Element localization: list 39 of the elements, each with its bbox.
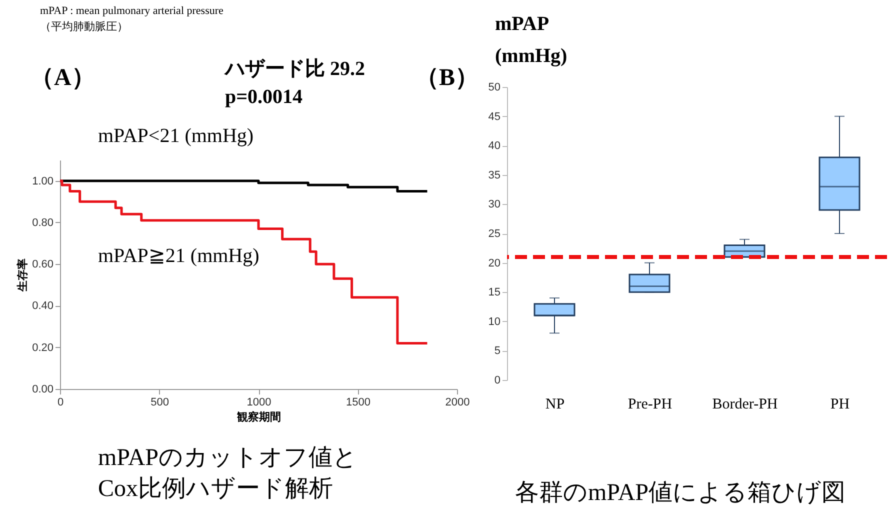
text: （平均肺動脈圧）: [40, 20, 128, 33]
y-tick-label: 20: [488, 257, 500, 270]
y-tick-label: 0.00: [32, 384, 54, 396]
y-tick-label: 5: [494, 345, 500, 358]
y-tick-label: 45: [488, 110, 500, 123]
y-tick-label: 35: [488, 169, 500, 182]
chart-title: （B）: [415, 65, 480, 91]
text: ハザード比 29.2: [223, 58, 365, 80]
y-tick-label: 0.60: [32, 258, 54, 271]
x-tick-label: 1000: [246, 396, 272, 408]
x-tick-label: 2000: [445, 396, 470, 408]
y-tick-label: 25: [488, 228, 500, 240]
x-axis-title: 観察期間: [236, 410, 281, 424]
x-tick-label: Pre-PH: [628, 396, 672, 412]
y-axis-title: 生存率: [16, 258, 30, 292]
text: p=0.0014: [225, 86, 303, 108]
text: 各群のmPAP値による箱ひげ図: [515, 480, 846, 506]
y-tick-label: 15: [488, 286, 500, 299]
y-tick-label: 50: [488, 82, 500, 94]
y-axis-title: mPAP (mmHg): [495, 13, 568, 67]
x-tick-label: 1500: [346, 396, 370, 408]
y-tick-label: 0.80: [32, 216, 54, 229]
chart-title: （A）: [30, 65, 96, 91]
x-tick-label: Border-PH: [712, 396, 778, 412]
text: mPAPのカットオフ値と Cox比例ハザード解析: [98, 445, 358, 502]
y-tick-label: 0.40: [32, 300, 54, 312]
y-tick-label: 0: [494, 374, 500, 386]
text: mPAP : mean pulmonary arterial pressure: [40, 5, 224, 17]
y-tick-label: 1.00: [32, 175, 54, 188]
x-tick-label: NP: [545, 396, 565, 412]
y-tick-label: 10: [488, 316, 500, 328]
y-tick-label: 40: [488, 140, 500, 152]
y-tick-label: 0.20: [32, 342, 54, 354]
x-tick-label: 500: [150, 396, 169, 408]
x-tick-label: PH: [830, 396, 850, 412]
series-label: mPAP<21 (mmHg): [98, 125, 254, 147]
y-tick-label: 30: [488, 198, 500, 211]
x-tick-label: 0: [57, 396, 64, 408]
series-label: mPAP≧21 (mmHg): [98, 245, 260, 267]
